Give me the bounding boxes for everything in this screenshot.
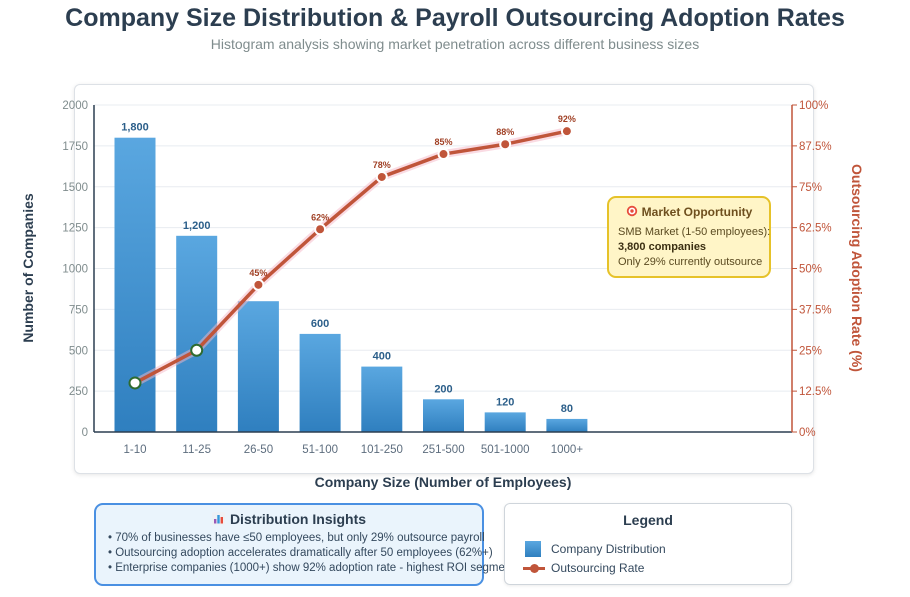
market-opportunity-callout: Market Opportunity SMB Market (1-50 empl… bbox=[607, 196, 771, 278]
y-tick-label-right: 62.5% bbox=[799, 223, 832, 235]
line-point bbox=[437, 148, 450, 161]
y-tick-label-right: 87.5% bbox=[799, 141, 832, 153]
callout-line-3: Only 29% currently outsource bbox=[618, 256, 763, 268]
y-tick-label-left: 1250 bbox=[62, 223, 88, 235]
y-tick-label-right: 37.5% bbox=[799, 304, 832, 316]
y-tick-label-right: 50% bbox=[799, 264, 822, 276]
x-tick-label: 11-25 bbox=[182, 444, 211, 456]
bar-value-label: 120 bbox=[496, 396, 514, 408]
y-tick-label-left: 250 bbox=[69, 386, 88, 398]
insights-title: Distribution Insights bbox=[229, 511, 367, 527]
bar bbox=[484, 412, 526, 432]
y-tick-label-right: 0% bbox=[799, 427, 816, 439]
line-value-label: 45% bbox=[249, 268, 267, 278]
insights-title-row: Distribution Insights bbox=[108, 511, 470, 527]
y-tick-label-left: 0 bbox=[82, 427, 88, 439]
callout-title: Market Opportunity bbox=[641, 205, 753, 219]
bar-chart-icon bbox=[211, 512, 225, 525]
line-point bbox=[252, 278, 265, 291]
y-tick-label-left: 1500 bbox=[62, 182, 88, 194]
insight-item: • Outsourcing adoption accelerates drama… bbox=[108, 547, 493, 559]
line-point bbox=[499, 138, 512, 151]
bar bbox=[237, 301, 279, 432]
legend-title: Legend bbox=[623, 512, 673, 528]
line-value-label: 85% bbox=[434, 137, 452, 147]
y-axis-label-left: Number of Companies bbox=[20, 193, 36, 343]
y-tick-label-left: 2000 bbox=[62, 100, 88, 112]
insights-list: • 70% of businesses have ≤50 employees, … bbox=[108, 531, 515, 576]
chart-subtitle: Histogram analysis showing market penetr… bbox=[210, 36, 700, 52]
distribution-insights-panel: Distribution Insights • 70% of businesse… bbox=[94, 503, 515, 586]
bar-swatch-icon bbox=[525, 541, 541, 557]
callout-title-row: Market Opportunity bbox=[618, 205, 760, 219]
legend-panel: Legend Company Distribution Outsourcing … bbox=[504, 503, 792, 585]
line-value-label: 62% bbox=[311, 212, 329, 222]
bar bbox=[546, 418, 588, 432]
line-value-label: 88% bbox=[496, 127, 514, 137]
line-value-label: 92% bbox=[558, 114, 576, 124]
bar-value-label: 80 bbox=[561, 403, 573, 415]
x-tick-label: 501-1000 bbox=[481, 444, 530, 456]
legend-label-bars: Company Distribution bbox=[551, 542, 666, 556]
y-tick-label-left: 500 bbox=[69, 345, 88, 357]
y-tick-label-right: 75% bbox=[799, 182, 822, 194]
target-icon bbox=[626, 205, 637, 217]
bar bbox=[361, 366, 403, 432]
y-tick-label-right: 100% bbox=[799, 100, 828, 112]
line-point bbox=[375, 170, 388, 183]
series-line bbox=[134, 129, 568, 385]
x-tick-label: 1000+ bbox=[551, 444, 584, 456]
x-tick-label: 251-500 bbox=[422, 444, 464, 456]
x-tick-label: 26-50 bbox=[244, 444, 273, 456]
y-tick-label-left: 1000 bbox=[62, 264, 88, 276]
y-tick-label-right: 25% bbox=[799, 345, 822, 357]
legend-label-line: Outsourcing Rate bbox=[551, 561, 645, 575]
line-value-label: 78% bbox=[373, 160, 391, 170]
line-point bbox=[314, 223, 327, 236]
chart-title: Company Size Distribution & Payroll Outs… bbox=[65, 4, 845, 32]
callout-line-2: 3,800 companies bbox=[618, 241, 707, 253]
line-dot-icon bbox=[530, 564, 539, 573]
x-tick-label: 51-100 bbox=[302, 444, 338, 456]
y-tick-label-left: 1750 bbox=[62, 141, 88, 153]
bar-value-label: 1,800 bbox=[121, 122, 149, 134]
x-tick-label: 101-250 bbox=[361, 444, 403, 456]
bar bbox=[299, 333, 341, 432]
insight-item: • 70% of businesses have ≤50 employees, … bbox=[108, 532, 485, 544]
bar-value-label: 600 bbox=[311, 318, 329, 330]
bar-value-label: 400 bbox=[373, 351, 391, 363]
bar-value-label: 200 bbox=[434, 383, 452, 395]
line-point bbox=[190, 343, 204, 357]
insight-item: • Enterprise companies (1000+) show 92% … bbox=[108, 562, 515, 574]
x-axis-label: Company Size (Number of Employees) bbox=[314, 474, 572, 490]
callout-line-1: SMB Market (1-50 employees): bbox=[618, 226, 771, 238]
y-tick-label-right: 12.5% bbox=[799, 386, 832, 398]
y-axis-label-right: Outsourcing Adoption Rate (%) bbox=[849, 164, 865, 372]
x-tick-label: 1-10 bbox=[123, 444, 146, 456]
bar bbox=[423, 399, 464, 432]
line-point bbox=[128, 376, 142, 390]
bar-value-label: 1,200 bbox=[183, 220, 211, 232]
y-tick-label-left: 750 bbox=[69, 304, 88, 316]
line-point bbox=[560, 125, 573, 138]
